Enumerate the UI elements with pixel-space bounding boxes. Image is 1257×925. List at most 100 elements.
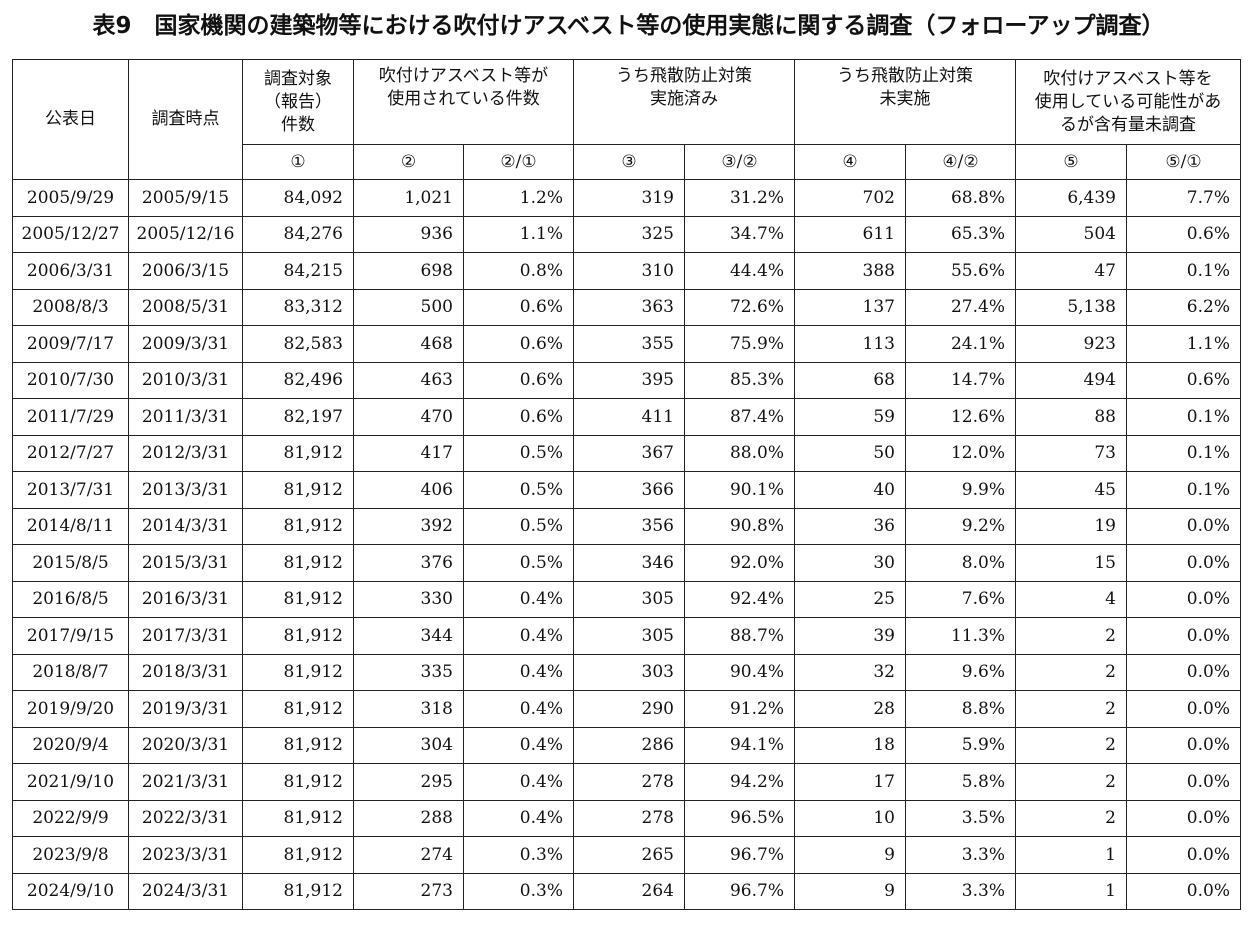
header-line: うち飛散防止対策 [616, 66, 752, 86]
value-cell: 6.2% [1126, 288, 1241, 326]
value-cell: 15 [1015, 544, 1127, 582]
date-cell: 2012/7/27 [12, 434, 129, 472]
value-cell: 84,092 [242, 179, 354, 217]
value-cell: 344 [353, 617, 464, 655]
table-row: 2020/9/4 2020/3/31 81,912 304 0.4% 286 94.1% 18… [12, 726, 1241, 764]
value-cell: 96.7% [684, 872, 795, 910]
value-cell: 92.0% [684, 544, 795, 582]
value-cell: 1 [1015, 872, 1127, 910]
value-cell: 87.4% [684, 398, 795, 436]
date-cell: 2005/9/29 [12, 179, 129, 217]
value-cell: 81,912 [242, 763, 354, 801]
value-cell: 1.2% [463, 179, 574, 217]
value-cell: 3.5% [905, 799, 1016, 837]
value-cell: 0.1% [1126, 434, 1241, 472]
value-cell: 310 [573, 252, 685, 290]
table-row: 2011/7/29 2011/3/31 82,197 470 0.6% 411 87.4% 5… [12, 398, 1241, 436]
value-cell: 68.8% [905, 179, 1016, 217]
header-line: 件数 [281, 114, 315, 135]
header-line: るが含有量未調査 [1060, 114, 1196, 135]
date-cell: 2006/3/15 [128, 252, 243, 290]
value-cell: 2 [1015, 653, 1127, 691]
subheader-cell: ④/② [905, 144, 1016, 180]
header-line: 実施済み [650, 89, 718, 109]
value-cell: 265 [573, 836, 685, 874]
col-header-measured: うち飛散防止対策 実施済み [573, 59, 795, 145]
value-cell: 85.3% [684, 361, 795, 399]
value-cell: 9.2% [905, 507, 1016, 545]
table-row: 2009/7/17 2009/3/31 82,583 468 0.6% 355 75.9% 1… [12, 325, 1241, 363]
value-cell: 18 [794, 726, 906, 764]
value-cell: 47 [1015, 252, 1127, 290]
value-cell: 0.1% [1126, 398, 1241, 436]
date-cell: 2020/3/31 [128, 726, 243, 764]
value-cell: 9 [794, 836, 906, 874]
value-cell: 0.3% [463, 872, 574, 910]
value-cell: 366 [573, 471, 685, 509]
value-cell: 83,312 [242, 288, 354, 326]
col-header-possible: 吹付けアスベスト等を 使用している可能性があ るが含有量未調査 [1015, 59, 1241, 145]
subheader-cell: ⑤/① [1126, 144, 1241, 180]
header-line: 使用されている件数 [387, 89, 540, 109]
value-cell: 0.4% [463, 617, 574, 655]
value-cell: 32 [794, 653, 906, 691]
value-cell: 0.4% [463, 690, 574, 728]
date-cell: 2023/3/31 [128, 836, 243, 874]
value-cell: 0.4% [463, 653, 574, 691]
header-line: うち飛散防止対策 [837, 66, 973, 86]
value-cell: 363 [573, 288, 685, 326]
value-cell: 0.5% [463, 507, 574, 545]
value-cell: 81,912 [242, 799, 354, 837]
value-cell: 11.3% [905, 617, 1016, 655]
value-cell: 0.0% [1126, 726, 1241, 764]
value-cell: 0.6% [1126, 215, 1241, 253]
value-cell: 463 [353, 361, 464, 399]
value-cell: 31.2% [684, 179, 795, 217]
value-cell: 81,912 [242, 580, 354, 618]
date-cell: 2005/12/16 [128, 215, 243, 253]
value-cell: 500 [353, 288, 464, 326]
value-cell: 0.0% [1126, 580, 1241, 618]
value-cell: 5.9% [905, 726, 1016, 764]
value-cell: 90.4% [684, 653, 795, 691]
value-cell: 73 [1015, 434, 1127, 472]
header-line: 調査対象 [264, 68, 332, 89]
table-body: 2005/9/29 2005/9/15 84,092 1,021 1.2% 319 31.2… [12, 179, 1241, 910]
value-cell: 0.0% [1126, 872, 1241, 910]
value-cell: 698 [353, 252, 464, 290]
value-cell: 936 [353, 215, 464, 253]
value-cell: 81,912 [242, 434, 354, 472]
table-row: 2008/8/3 2008/5/31 83,312 500 0.6% 363 72.6% 13… [12, 288, 1241, 326]
date-cell: 2019/9/20 [12, 690, 129, 728]
value-cell: 0.5% [463, 544, 574, 582]
value-cell: 0.6% [1126, 361, 1241, 399]
table-title: 表9 国家機関の建築物等における吹付けアスベスト等の使用実態に関する調査（フォロ… [92, 13, 1165, 39]
value-cell: 75.9% [684, 325, 795, 363]
value-cell: 1 [1015, 836, 1127, 874]
header-line: 使用している可能性があ [1034, 91, 1222, 112]
date-cell: 2014/3/31 [128, 507, 243, 545]
date-cell: 2018/8/7 [12, 653, 129, 691]
date-cell: 2005/12/27 [12, 215, 129, 253]
value-cell: 19 [1015, 507, 1127, 545]
value-cell: 274 [353, 836, 464, 874]
value-cell: 82,496 [242, 361, 354, 399]
date-cell: 2006/3/31 [12, 252, 129, 290]
value-cell: 92.4% [684, 580, 795, 618]
value-cell: 25 [794, 580, 906, 618]
table-row: 2005/9/29 2005/9/15 84,092 1,021 1.2% 319 31.2… [12, 179, 1241, 217]
value-cell: 81,912 [242, 507, 354, 545]
value-cell: 65.3% [905, 215, 1016, 253]
value-cell: 2 [1015, 799, 1127, 837]
value-cell: 288 [353, 799, 464, 837]
value-cell: 367 [573, 434, 685, 472]
subheader-cell: ⑤ [1015, 144, 1127, 180]
value-cell: 417 [353, 434, 464, 472]
value-cell: 395 [573, 361, 685, 399]
date-cell: 2024/9/10 [12, 872, 129, 910]
value-cell: 0.4% [463, 580, 574, 618]
value-cell: 55.6% [905, 252, 1016, 290]
value-cell: 330 [353, 580, 464, 618]
value-cell: 494 [1015, 361, 1127, 399]
value-cell: 50 [794, 434, 906, 472]
